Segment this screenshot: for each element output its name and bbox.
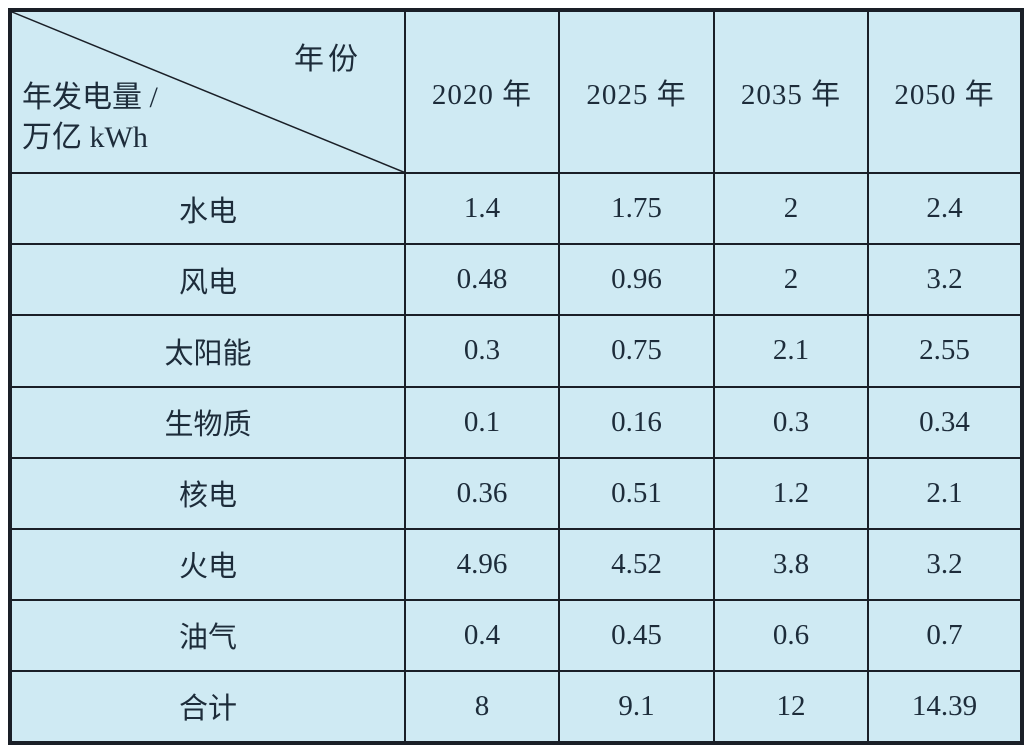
cell: 0.4 xyxy=(404,598,560,672)
corner-label-generation-line2: 万亿 kWh xyxy=(22,121,148,155)
cell: 0.16 xyxy=(558,385,715,459)
cell: 2.4 xyxy=(867,172,1023,246)
cell: 0.3 xyxy=(713,385,869,459)
cell: 2 xyxy=(713,172,869,246)
row-label: 水电 xyxy=(9,172,406,246)
cell: 3.2 xyxy=(867,527,1023,601)
corner-header-cell: 年份 年发电量 / 万亿 kWh xyxy=(9,8,406,175)
table-row-solar: 太阳能 0.3 0.75 2.1 2.55 xyxy=(9,314,1023,388)
cell: 2.1 xyxy=(867,456,1023,530)
cell: 0.3 xyxy=(404,314,560,388)
cell: 0.34 xyxy=(867,385,1023,459)
cell: 12 xyxy=(713,669,869,745)
cell: 0.51 xyxy=(558,456,715,530)
table-row-oil-gas: 油气 0.4 0.45 0.6 0.7 xyxy=(9,598,1023,672)
cell: 1.75 xyxy=(558,172,715,246)
column-header-2050: 2050 年 xyxy=(867,8,1023,175)
corner-label-generation: 年发电量 / 万亿 kWh xyxy=(22,78,158,158)
cell: 14.39 xyxy=(867,669,1023,745)
cell: 9.1 xyxy=(558,669,715,745)
table-row-nuclear: 核电 0.36 0.51 1.2 2.1 xyxy=(9,456,1023,530)
row-label: 火电 xyxy=(9,527,406,601)
row-label: 风电 xyxy=(9,243,406,317)
row-label: 生物质 xyxy=(9,385,406,459)
cell: 1.2 xyxy=(713,456,869,530)
header-row: 年份 年发电量 / 万亿 kWh 2020 年 2025 年 2035 年 20… xyxy=(9,8,1023,175)
cell: 0.36 xyxy=(404,456,560,530)
cell: 3.8 xyxy=(713,527,869,601)
cell: 0.96 xyxy=(558,243,715,317)
cell: 1.4 xyxy=(404,172,560,246)
table-row-wind: 风电 0.48 0.96 2 3.2 xyxy=(9,243,1023,317)
corner-label-year: 年份 xyxy=(294,43,362,76)
corner-label-generation-line1: 年发电量 / xyxy=(22,81,158,115)
cell: 0.45 xyxy=(558,598,715,672)
cell: 0.1 xyxy=(404,385,560,459)
row-label: 太阳能 xyxy=(9,314,406,388)
cell: 3.2 xyxy=(867,243,1023,317)
cell: 0.75 xyxy=(558,314,715,388)
table-row-thermal: 火电 4.96 4.52 3.8 3.2 xyxy=(9,527,1023,601)
power-generation-table: 年份 年发电量 / 万亿 kWh 2020 年 2025 年 2035 年 20… xyxy=(8,8,1024,745)
cell: 4.96 xyxy=(404,527,560,601)
table-row-total: 合计 8 9.1 12 14.39 xyxy=(9,669,1023,745)
cell: 2.55 xyxy=(867,314,1023,388)
cell: 2 xyxy=(713,243,869,317)
table-row-biomass: 生物质 0.1 0.16 0.3 0.34 xyxy=(9,385,1023,459)
cell: 0.6 xyxy=(713,598,869,672)
row-label: 核电 xyxy=(9,456,406,530)
cell: 0.48 xyxy=(404,243,560,317)
cell: 2.1 xyxy=(713,314,869,388)
table-row-hydro: 水电 1.4 1.75 2 2.4 xyxy=(9,172,1023,246)
cell: 8 xyxy=(404,669,560,745)
column-header-2020: 2020 年 xyxy=(404,8,560,175)
cell: 0.7 xyxy=(867,598,1023,672)
column-header-2035: 2035 年 xyxy=(713,8,869,175)
column-header-2025: 2025 年 xyxy=(558,8,715,175)
row-label: 油气 xyxy=(9,598,406,672)
row-label: 合计 xyxy=(9,669,406,745)
cell: 4.52 xyxy=(558,527,715,601)
